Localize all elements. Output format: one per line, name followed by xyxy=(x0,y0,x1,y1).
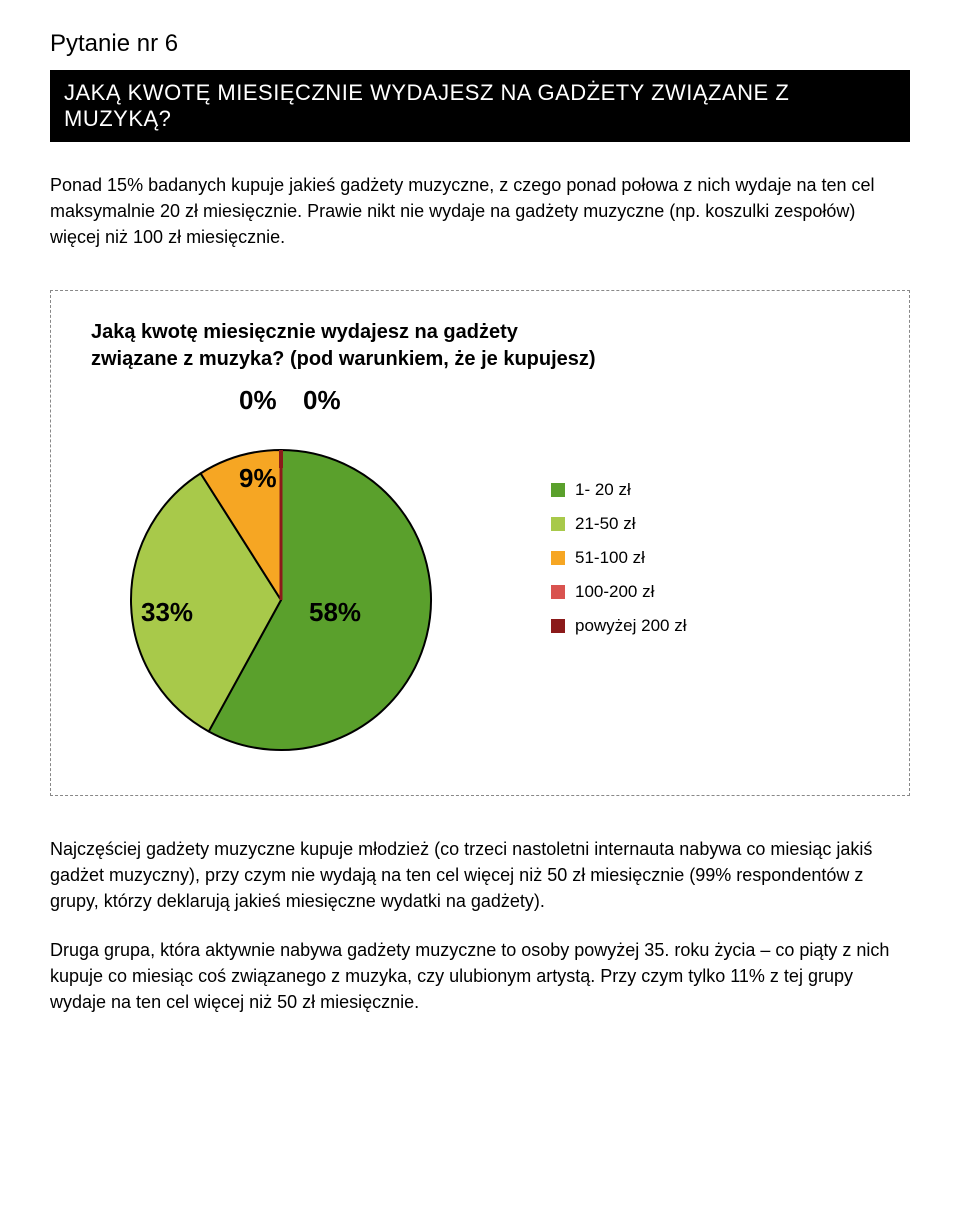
chart-title-line1: Jaką kwotę miesięcznie wydajesz na gadże… xyxy=(91,321,518,343)
pie-label-58: 58% xyxy=(309,597,361,628)
chart-title: Jaką kwotę miesięcznie wydajesz na gadże… xyxy=(91,319,869,373)
chart-container: Jaką kwotę miesięcznie wydajesz na gadże… xyxy=(50,290,910,796)
pie-label-0-right: 0% xyxy=(303,385,341,416)
pie-label-9: 9% xyxy=(239,463,277,494)
legend-label: 21-50 zł xyxy=(575,514,635,534)
legend-item: 21-50 zł xyxy=(551,514,687,534)
legend-label: 1- 20 zł xyxy=(575,480,631,500)
legend-swatch xyxy=(551,619,565,633)
chart-title-line2: związane z muzyka? (pod warunkiem, że je… xyxy=(91,348,596,370)
pie-label-33: 33% xyxy=(141,597,193,628)
pie-chart: 0% 0% 9% 33% 58% xyxy=(91,375,471,755)
question-number: Pytanie nr 6 xyxy=(50,30,910,58)
pie-label-0-left: 0% xyxy=(239,385,277,416)
question-title: JAKĄ KWOTĘ MIESIĘCZNIE WYDAJESZ NA GADŻE… xyxy=(50,70,910,142)
legend-item: powyżej 200 zł xyxy=(551,616,687,636)
legend-item: 100-200 zł xyxy=(551,582,687,602)
legend-swatch xyxy=(551,483,565,497)
legend-label: 51-100 zł xyxy=(575,548,645,568)
legend-item: 1- 20 zł xyxy=(551,480,687,500)
paragraph-2: Druga grupa, która aktywnie nabywa gadże… xyxy=(50,937,910,1015)
intro-paragraph: Ponad 15% badanych kupuje jakieś gadżety… xyxy=(50,172,910,250)
legend-swatch xyxy=(551,585,565,599)
legend-swatch xyxy=(551,551,565,565)
legend: 1- 20 zł 21-50 zł 51-100 zł 100-200 zł powyż… xyxy=(551,480,687,650)
paragraph-1: Najczęściej gadżety muzyczne kupuje młod… xyxy=(50,836,910,914)
pie-svg xyxy=(91,375,471,755)
chart-content: 0% 0% 9% 33% 58% 1- 20 zł 21-50 zł 51-100 … xyxy=(91,375,869,755)
legend-swatch xyxy=(551,517,565,531)
legend-item: 51-100 zł xyxy=(551,548,687,568)
legend-label: 100-200 zł xyxy=(575,582,654,602)
legend-label: powyżej 200 zł xyxy=(575,616,687,636)
